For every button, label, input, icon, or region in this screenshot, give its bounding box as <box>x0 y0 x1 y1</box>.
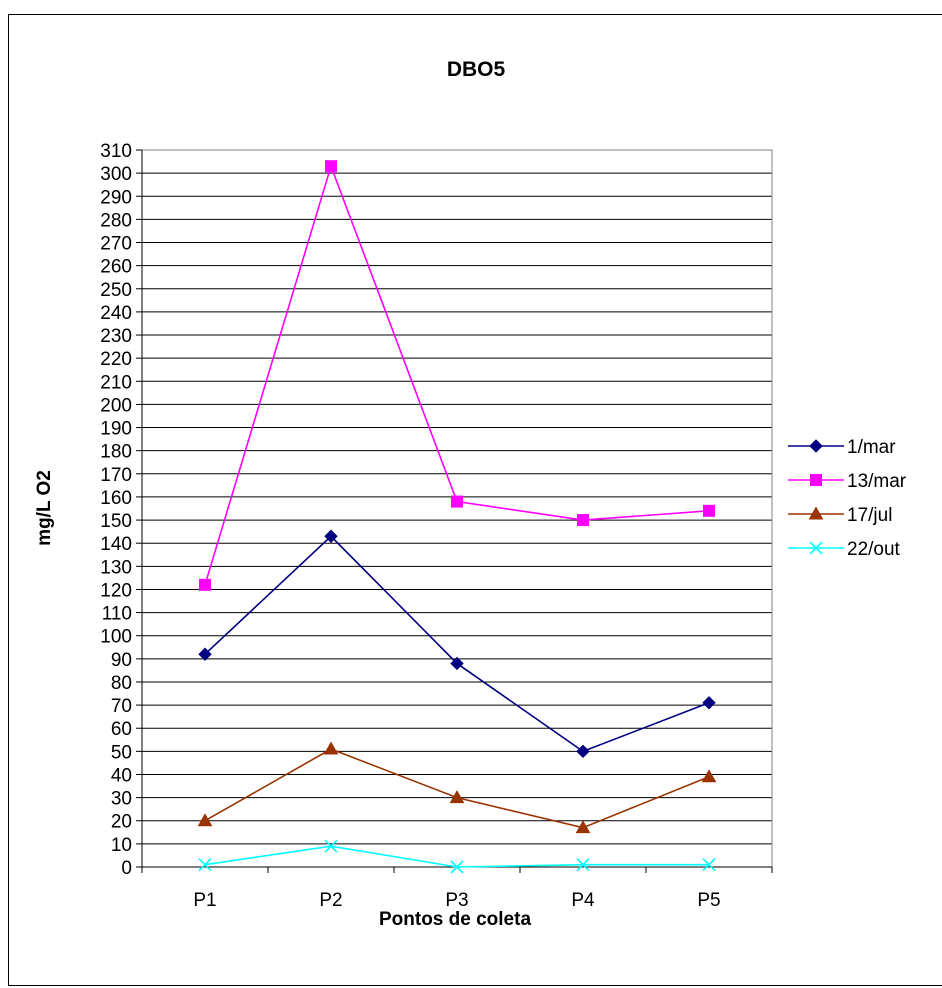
series-13-mar <box>199 160 715 591</box>
data-point <box>324 839 338 853</box>
x-axis-ticks: P1 P2 P3 P4 P5 <box>141 867 773 911</box>
series-17-jul <box>197 741 717 834</box>
y-tick-label: 170 <box>100 465 132 486</box>
y-tick-label: 310 <box>100 141 132 162</box>
y-tick-label: 300 <box>100 164 132 185</box>
legend-item: 22/out <box>788 539 901 560</box>
legend-label: 22/out <box>847 539 901 560</box>
y-tick-label: 280 <box>100 210 132 231</box>
legend-marker <box>809 439 823 453</box>
data-point <box>449 790 465 804</box>
plot-area <box>141 149 773 868</box>
y-tick-label: 130 <box>100 557 132 578</box>
y-tick-label: 10 <box>111 835 132 856</box>
y-tick-label: 50 <box>111 742 132 763</box>
y-tick-label: 80 <box>111 673 132 694</box>
y-tick-label: 150 <box>100 511 132 532</box>
series-22-out <box>198 839 716 874</box>
x-tick-label: P3 <box>445 890 468 911</box>
legend-marker <box>808 506 824 520</box>
y-tick-label: 270 <box>100 234 132 255</box>
y-tick-label: 160 <box>100 488 132 509</box>
y-tick-label: 180 <box>100 442 132 463</box>
y-axis-title: mg/L O2 <box>34 470 55 546</box>
data-point <box>323 741 339 755</box>
y-tick-label: 70 <box>111 696 132 717</box>
legend-label: 1/mar <box>847 437 896 458</box>
y-tick-label: 210 <box>100 372 132 393</box>
y-tick-label: 30 <box>111 789 132 810</box>
y-tick-label: 110 <box>102 604 132 625</box>
y-tick-label: 90 <box>111 650 132 671</box>
legend-marker <box>809 541 823 555</box>
series-line <box>204 748 710 829</box>
data-point <box>703 504 715 517</box>
series-line <box>204 163 710 586</box>
data-point <box>577 514 589 527</box>
y-tick-label: 220 <box>100 349 132 370</box>
y-tick-label: 200 <box>100 395 132 416</box>
data-point <box>325 160 337 173</box>
y-tick-label: 0 <box>121 858 132 879</box>
x-tick-label: P2 <box>319 890 342 911</box>
y-tick-label: 100 <box>100 627 132 648</box>
y-tick-label: 190 <box>100 419 132 440</box>
data-point <box>197 813 213 827</box>
legend: 1/mar 13/mar 17/jul 22/out <box>788 437 907 560</box>
y-tick-label: 20 <box>111 812 132 833</box>
data-point <box>198 858 212 872</box>
series-line <box>204 845 709 868</box>
chart-title: DBO5 <box>447 58 506 81</box>
y-tick-label: 290 <box>100 187 132 208</box>
legend-label: 17/jul <box>847 505 892 526</box>
x-tick-label: P5 <box>697 890 720 911</box>
data-point <box>451 495 463 508</box>
data-point <box>701 769 717 783</box>
data-point <box>576 858 590 872</box>
data-point <box>198 647 212 661</box>
chart-frame <box>8 14 942 986</box>
series-1-mar <box>198 529 716 759</box>
y-tick-label: 120 <box>100 580 132 601</box>
series-group <box>197 160 717 874</box>
x-tick-label: P1 <box>193 890 216 911</box>
data-point <box>199 578 211 591</box>
data-point <box>702 858 716 872</box>
y-tick-label: 140 <box>100 534 132 555</box>
series-line <box>204 535 710 753</box>
y-tick-label: 260 <box>100 257 132 278</box>
legend-item: 17/jul <box>788 505 892 526</box>
data-point <box>575 820 591 834</box>
data-point <box>450 860 464 874</box>
data-point <box>576 744 590 759</box>
axes <box>141 150 772 868</box>
legend-label: 13/mar <box>847 471 907 492</box>
y-tick-label: 250 <box>100 280 132 301</box>
legend-item: 13/mar <box>788 471 907 492</box>
y-tick-label: 60 <box>111 719 132 740</box>
y-tick-label: 40 <box>111 765 132 786</box>
y-tick-label: 230 <box>100 326 132 347</box>
y-tick-label: 240 <box>100 303 132 324</box>
data-point <box>702 696 716 710</box>
data-point <box>450 656 464 671</box>
x-axis-title: Pontos de coleta <box>379 909 531 930</box>
legend-marker <box>810 474 822 486</box>
legend-item: 1/mar <box>788 437 896 458</box>
data-point <box>324 529 338 543</box>
x-tick-label: P4 <box>571 890 595 911</box>
